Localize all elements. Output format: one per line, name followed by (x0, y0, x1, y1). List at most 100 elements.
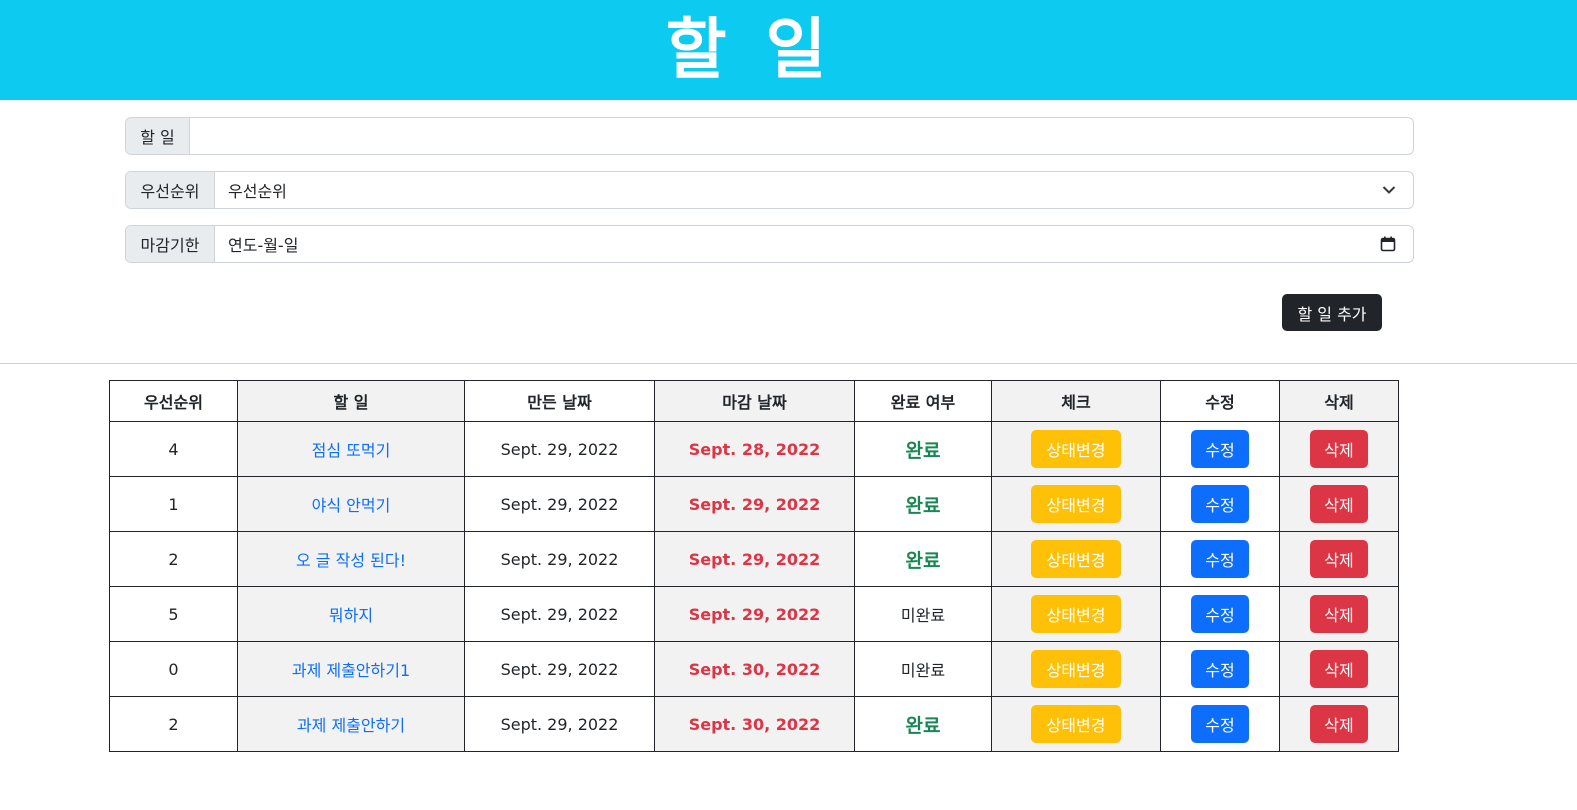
cell-priority: 4 (109, 421, 238, 477)
col-header-delete: 삭제 (1279, 380, 1399, 422)
cell-edit: 수정 (1160, 476, 1280, 532)
cell-priority: 1 (109, 476, 238, 532)
task-input[interactable] (190, 118, 1413, 154)
divider (0, 363, 1577, 364)
cell-status: 미완료 (854, 641, 992, 697)
delete-button[interactable]: 삭제 (1310, 705, 1368, 743)
table-header-row: 우선순위 할 일 만든 날짜 마감 날짜 완료 여부 체크 수정 삭제 (109, 380, 1399, 422)
task-link[interactable]: 과제 제출안하기 (296, 716, 406, 735)
edit-button[interactable]: 수정 (1191, 650, 1249, 688)
cell-status: 완료 (854, 476, 992, 532)
cell-edit: 수정 (1160, 696, 1280, 752)
chevron-down-icon (1382, 185, 1396, 195)
cell-check: 상태변경 (991, 696, 1161, 752)
cell-task: 점심 또먹기 (237, 421, 465, 477)
delete-button[interactable]: 삭제 (1310, 430, 1368, 468)
cell-due: Sept. 30, 2022 (654, 641, 855, 697)
edit-button[interactable]: 수정 (1191, 595, 1249, 633)
cell-delete: 삭제 (1279, 476, 1399, 532)
col-header-due: 마감 날짜 (654, 380, 855, 422)
cell-task: 뭐하지 (237, 586, 465, 642)
delete-button[interactable]: 삭제 (1310, 485, 1368, 523)
priority-input-group: 우선순위 우선순위 (125, 171, 1414, 209)
task-link[interactable]: 과제 제출안하기1 (291, 661, 411, 680)
cell-priority: 5 (109, 586, 238, 642)
col-header-created: 만든 날짜 (464, 380, 655, 422)
cell-delete: 삭제 (1279, 696, 1399, 752)
deadline-date-value: 연도-월-일 (228, 236, 299, 255)
delete-button[interactable]: 삭제 (1310, 650, 1368, 688)
deadline-label: 마감기한 (126, 226, 215, 262)
table-row: 1 야식 안먹기 Sept. 29, 2022 Sept. 29, 2022 완… (109, 476, 1399, 532)
cell-edit: 수정 (1160, 421, 1280, 477)
task-input-group: 할 일 (125, 117, 1414, 155)
cell-task: 과제 제출안하기 (237, 696, 465, 752)
cell-due: Sept. 30, 2022 (654, 696, 855, 752)
cell-status: 미완료 (854, 586, 992, 642)
cell-delete: 삭제 (1279, 586, 1399, 642)
cell-created: Sept. 29, 2022 (464, 421, 655, 477)
change-status-button[interactable]: 상태변경 (1031, 650, 1121, 688)
table-row: 0 과제 제출안하기1 Sept. 29, 2022 Sept. 30, 202… (109, 641, 1399, 697)
task-label: 할 일 (126, 118, 190, 154)
cell-task: 야식 안먹기 (237, 476, 465, 532)
cell-task: 과제 제출안하기1 (237, 641, 465, 697)
cell-due: Sept. 29, 2022 (654, 476, 855, 532)
cell-due: Sept. 29, 2022 (654, 531, 855, 587)
cell-delete: 삭제 (1279, 531, 1399, 587)
table-row: 4 점심 또먹기 Sept. 29, 2022 Sept. 28, 2022 완… (109, 421, 1399, 477)
cell-edit: 수정 (1160, 531, 1280, 587)
table-row: 2 과제 제출안하기 Sept. 29, 2022 Sept. 30, 2022… (109, 696, 1399, 752)
priority-select[interactable]: 우선순위 (215, 172, 1413, 208)
delete-button[interactable]: 삭제 (1310, 540, 1368, 578)
change-status-button[interactable]: 상태변경 (1031, 595, 1121, 633)
priority-select-value: 우선순위 (228, 182, 287, 201)
col-header-status: 완료 여부 (854, 380, 992, 422)
edit-button[interactable]: 수정 (1191, 540, 1249, 578)
change-status-button[interactable]: 상태변경 (1031, 430, 1121, 468)
col-header-task: 할 일 (237, 380, 465, 422)
edit-button[interactable]: 수정 (1191, 430, 1249, 468)
change-status-button[interactable]: 상태변경 (1031, 485, 1121, 523)
cell-created: Sept. 29, 2022 (464, 586, 655, 642)
add-task-button[interactable]: 할 일 추가 (1282, 294, 1382, 331)
cell-created: Sept. 29, 2022 (464, 696, 655, 752)
task-link[interactable]: 점심 또먹기 (311, 441, 391, 460)
task-link[interactable]: 오 글 작성 된다! (296, 551, 406, 570)
col-header-check: 체크 (991, 380, 1161, 422)
cell-status: 완료 (854, 531, 992, 587)
table-row: 5 뭐하지 Sept. 29, 2022 Sept. 29, 2022 미완료 … (109, 586, 1399, 642)
cell-delete: 삭제 (1279, 641, 1399, 697)
cell-edit: 수정 (1160, 641, 1280, 697)
deadline-date-input[interactable]: 연도-월-일 (215, 226, 1413, 262)
calendar-icon[interactable] (1380, 236, 1396, 252)
cell-check: 상태변경 (991, 586, 1161, 642)
page-title: 할 일 (665, 11, 835, 88)
cell-delete: 삭제 (1279, 421, 1399, 477)
col-header-priority: 우선순위 (109, 380, 238, 422)
change-status-button[interactable]: 상태변경 (1031, 705, 1121, 743)
cell-due: Sept. 29, 2022 (654, 586, 855, 642)
cell-edit: 수정 (1160, 586, 1280, 642)
change-status-button[interactable]: 상태변경 (1031, 540, 1121, 578)
cell-priority: 2 (109, 531, 238, 587)
cell-check: 상태변경 (991, 641, 1161, 697)
edit-button[interactable]: 수정 (1191, 485, 1249, 523)
cell-check: 상태변경 (991, 531, 1161, 587)
cell-priority: 2 (109, 696, 238, 752)
table-row: 2 오 글 작성 된다! Sept. 29, 2022 Sept. 29, 20… (109, 531, 1399, 587)
cell-check: 상태변경 (991, 421, 1161, 477)
deadline-input-group: 마감기한 연도-월-일 (125, 225, 1414, 263)
cell-created: Sept. 29, 2022 (464, 531, 655, 587)
priority-label: 우선순위 (126, 172, 215, 208)
col-header-edit: 수정 (1160, 380, 1280, 422)
delete-button[interactable]: 삭제 (1310, 595, 1368, 633)
cell-status: 완료 (854, 421, 992, 477)
edit-button[interactable]: 수정 (1191, 705, 1249, 743)
cell-priority: 0 (109, 641, 238, 697)
cell-created: Sept. 29, 2022 (464, 641, 655, 697)
task-link[interactable]: 뭐하지 (328, 606, 374, 625)
task-link[interactable]: 야식 안먹기 (311, 496, 391, 515)
task-table: 우선순위 할 일 만든 날짜 마감 날짜 완료 여부 체크 수정 삭제 4 점심… (109, 380, 1399, 752)
cell-due: Sept. 28, 2022 (654, 421, 855, 477)
